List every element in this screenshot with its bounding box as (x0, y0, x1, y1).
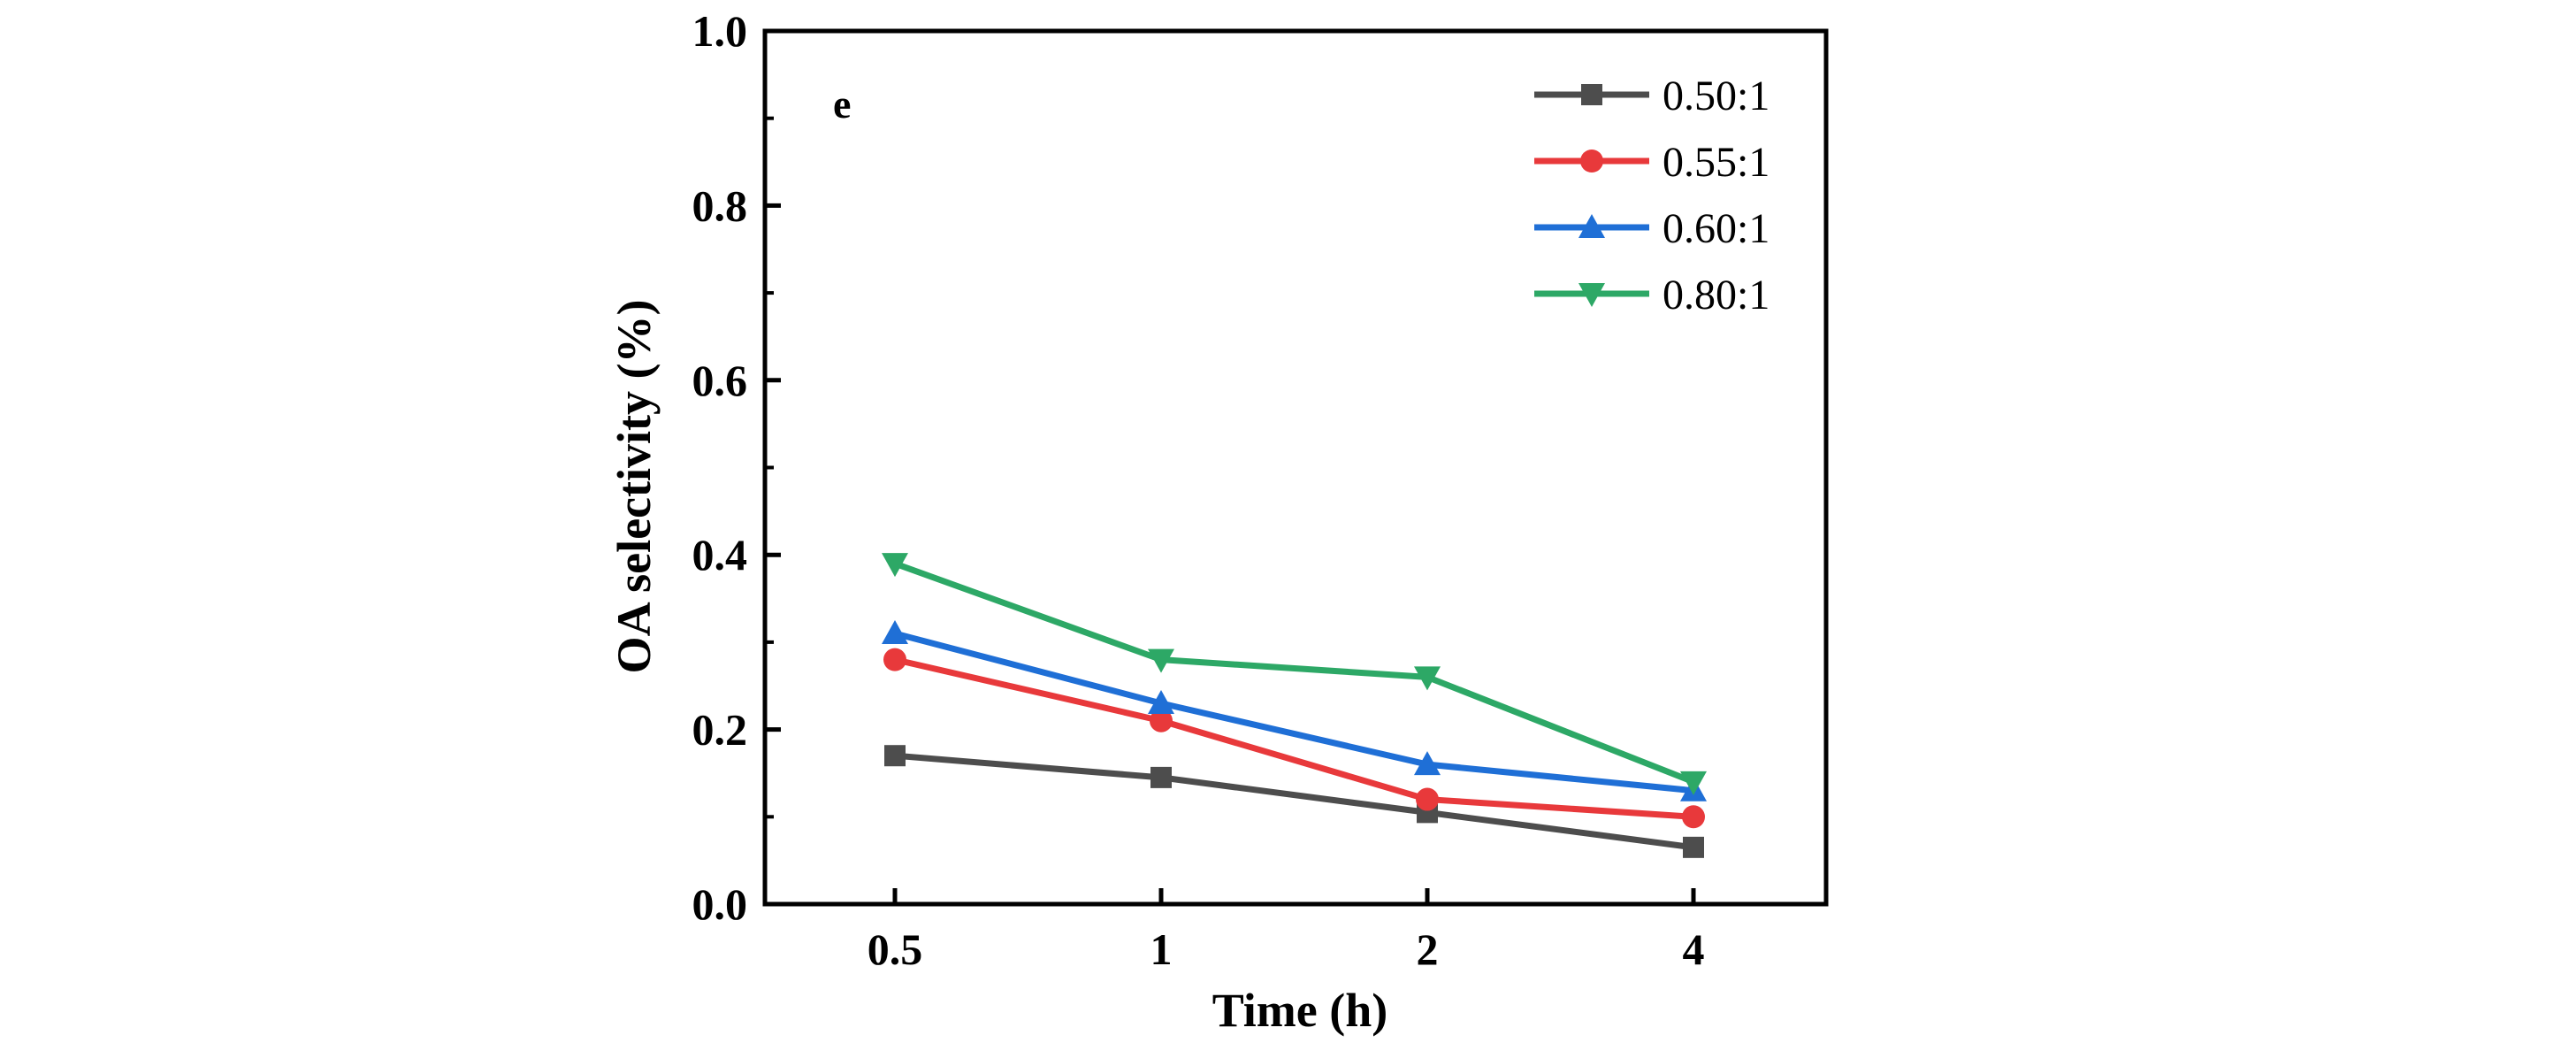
y-axis-title: OA selectivity (%) (608, 300, 661, 674)
axis-ticks: 0.0 0.2 0.4 0.6 0.8 1.0 0.5 1 2 4 (692, 6, 1705, 974)
series-0-55-1 (883, 648, 1705, 829)
legend-marker (1578, 283, 1605, 307)
data-point (1150, 709, 1173, 732)
data-point (882, 620, 908, 645)
data-point (883, 648, 906, 671)
legend-item: 0.50:1 (1534, 73, 1770, 119)
data-point (1150, 766, 1172, 788)
data-point (1680, 771, 1707, 795)
x-tick-label: 1 (1150, 924, 1173, 974)
data-point (1416, 787, 1439, 811)
data-series (882, 553, 1707, 858)
data-point (1148, 689, 1174, 714)
x-tick-label: 4 (1683, 924, 1705, 974)
legend-label: 0.80:1 (1663, 272, 1770, 318)
data-point (1148, 648, 1174, 673)
legend-marker (1578, 214, 1605, 238)
legend-marker (1580, 150, 1603, 173)
x-tick-label: 0.5 (868, 924, 923, 974)
series-line (893, 560, 1695, 786)
series-line (894, 656, 1694, 820)
data-point (1682, 805, 1705, 829)
legend-item: 0.55:1 (1534, 139, 1770, 186)
series-0-50-1 (884, 745, 1704, 858)
data-point (1414, 751, 1441, 776)
y-tick-label: 0.2 (692, 705, 748, 755)
data-point (1414, 666, 1441, 691)
x-axis-title: Time (h) (1212, 984, 1388, 1037)
y-tick-label: 0.6 (692, 356, 748, 405)
legend-label: 0.50:1 (1663, 73, 1770, 119)
x-tick-label: 2 (1417, 924, 1439, 974)
legend-item: 0.60:1 (1534, 205, 1770, 252)
series-0-60-1 (882, 620, 1707, 801)
y-tick-label: 0.4 (692, 530, 748, 579)
y-tick-label: 1.0 (692, 6, 748, 56)
y-tick-label: 0.0 (692, 879, 748, 929)
series-0-80-1 (882, 553, 1707, 795)
legend: 0.50:1 0.55:1 0.60:1 0.80:1 (1534, 73, 1770, 318)
panel-label: e (833, 81, 851, 127)
series-line (894, 752, 1694, 851)
y-tick-label: 0.8 (692, 180, 748, 230)
data-point (882, 553, 908, 578)
series-line (894, 630, 1694, 794)
legend-label: 0.60:1 (1663, 205, 1770, 252)
legend-marker (1581, 84, 1602, 105)
legend-item: 0.80:1 (1534, 272, 1770, 318)
data-point (1683, 836, 1704, 858)
data-point (884, 745, 906, 767)
legend-label: 0.55:1 (1663, 139, 1770, 186)
